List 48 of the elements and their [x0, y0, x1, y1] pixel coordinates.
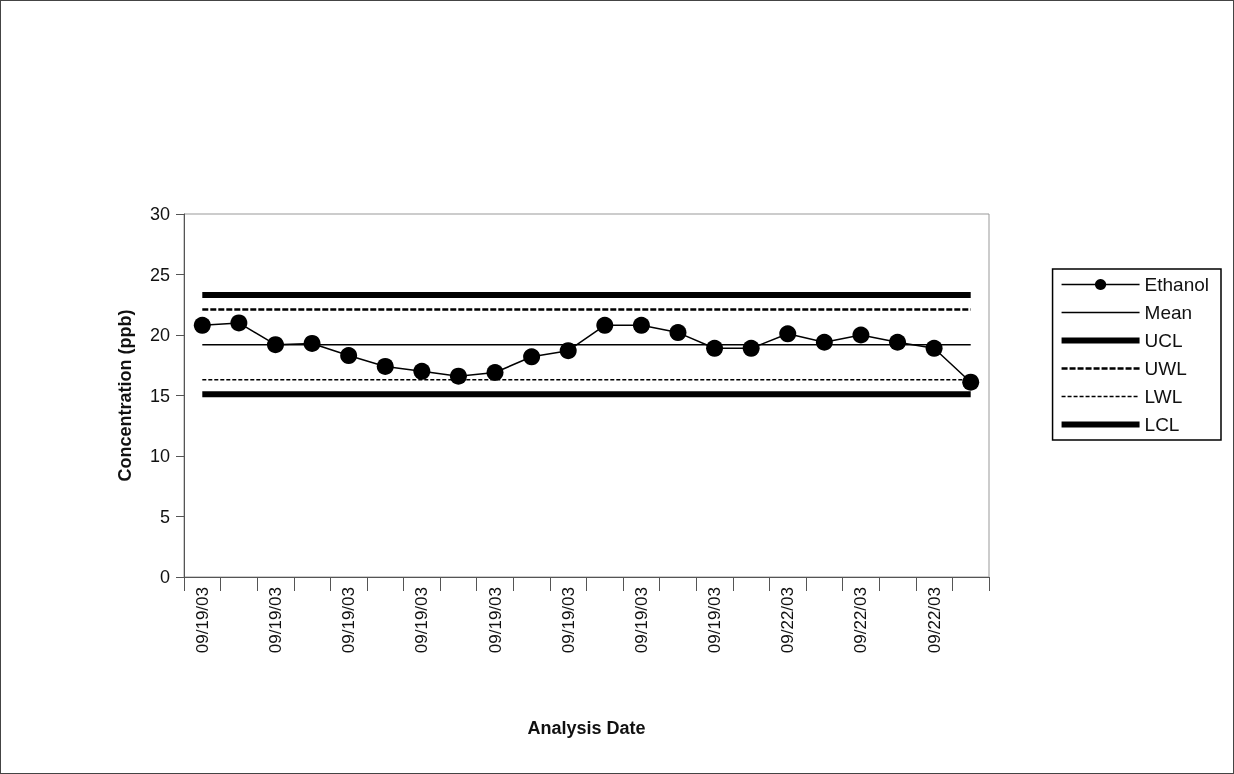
x-tick-label: 09/19/03: [339, 587, 359, 654]
legend-label: Mean: [1144, 302, 1193, 323]
point: [449, 367, 467, 385]
point: [523, 348, 541, 366]
legend-label: LCL: [1144, 414, 1180, 435]
x-tick-label: 09/19/03: [558, 587, 578, 654]
x-tick-label: 09/19/03: [631, 587, 651, 654]
point: [486, 364, 504, 382]
x-tick-label: 09/19/03: [192, 587, 212, 654]
x-tick-label: 09/19/03: [705, 587, 725, 654]
point: [925, 339, 943, 357]
y-tick-label: 15: [149, 385, 170, 406]
x-axis-title: Analysis Date: [527, 718, 646, 738]
point: [632, 316, 650, 334]
y-tick-label: 0: [159, 567, 170, 587]
legend-label: LWL: [1144, 386, 1183, 407]
point: [669, 324, 687, 342]
x-tick-label: 09/22/03: [924, 587, 944, 654]
point: [889, 333, 907, 351]
y-tick-label: 25: [149, 264, 170, 285]
point: [706, 339, 724, 357]
x-tick-label: 09/19/03: [485, 587, 505, 654]
y-tick-label: 10: [149, 446, 170, 466]
point: [596, 316, 614, 334]
point: [340, 347, 358, 365]
x-tick-label: 09/22/03: [851, 587, 871, 654]
point: [559, 342, 577, 360]
legend-label: Ethanol: [1144, 274, 1210, 295]
y-axis-title: Concentration (ppb): [115, 309, 135, 482]
point: [193, 316, 211, 334]
legend-label: UWL: [1144, 358, 1187, 379]
point: [303, 334, 321, 352]
point: [376, 357, 394, 375]
legend-label: UCL: [1144, 330, 1183, 351]
point: [413, 362, 431, 380]
y-tick-label: 30: [149, 204, 170, 224]
point: [962, 373, 980, 391]
point: [266, 336, 284, 354]
y-tick-label: 20: [149, 325, 170, 345]
x-tick-label: 09/22/03: [778, 587, 798, 654]
point: [230, 314, 248, 332]
x-tick-label: 09/19/03: [412, 587, 432, 654]
point: [779, 325, 797, 343]
point: [742, 339, 760, 357]
point: [815, 333, 833, 351]
x-tick-label: 09/19/03: [265, 587, 285, 654]
y-tick-label: 5: [159, 506, 170, 527]
point: [852, 326, 870, 344]
